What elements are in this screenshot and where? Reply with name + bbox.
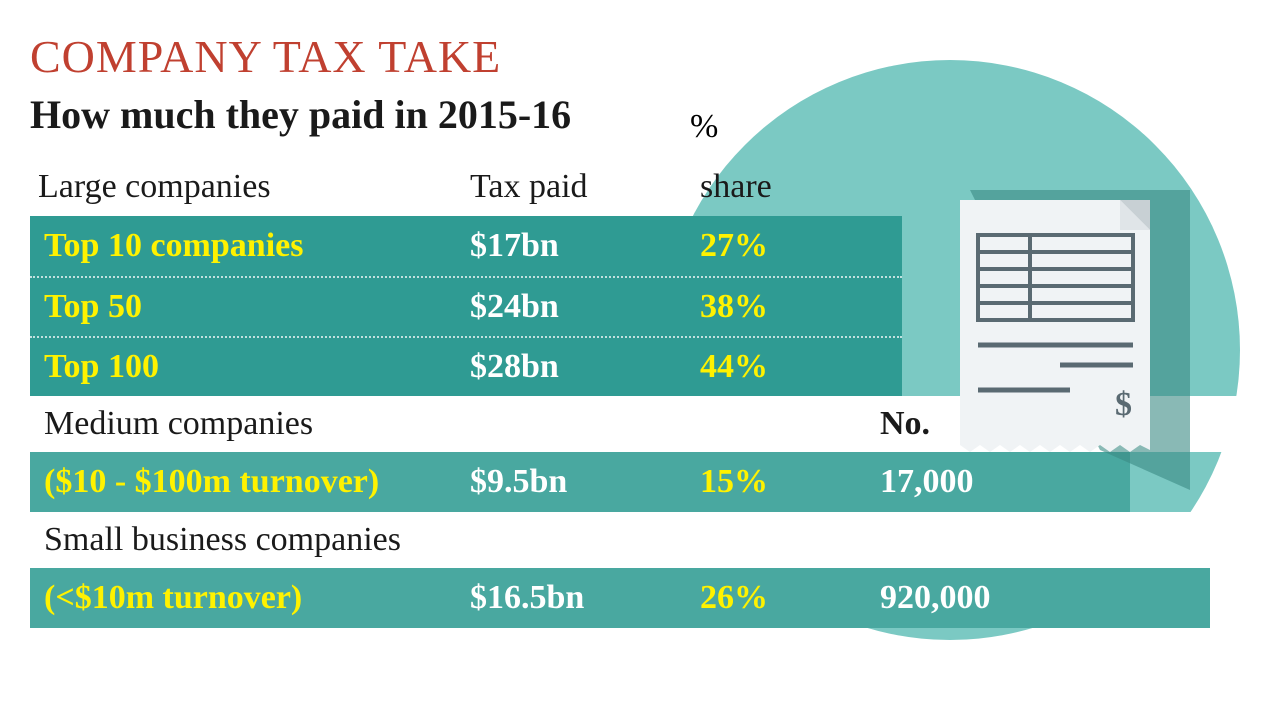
cell-label: Top 50: [30, 288, 470, 326]
cell-tax: $16.5bn: [470, 579, 700, 617]
header-tax: Tax paid: [470, 168, 700, 206]
section-heading-row: Small business companies: [30, 512, 1250, 568]
main-title: COMPANY TAX TAKE: [30, 30, 1250, 83]
cell-tax: $17bn: [470, 227, 700, 265]
subtitle: How much they paid in 2015-16: [30, 91, 1250, 138]
cell-share: 44%: [700, 348, 880, 386]
table-row: (<$10m turnover) $16.5bn 26% 920,000: [30, 568, 1210, 628]
table-row: Top 10 companies $17bn 27%: [30, 216, 902, 276]
small-heading: Small business companies: [30, 521, 630, 559]
receipt-icon: $: [940, 190, 1190, 490]
cell-tax: $28bn: [470, 348, 700, 386]
cell-no: 920,000: [880, 579, 1060, 617]
cell-label: Top 100: [30, 348, 470, 386]
table-row: Top 100 $28bn 44%: [30, 336, 902, 396]
cell-share: 15%: [700, 463, 880, 501]
medium-heading: Medium companies: [30, 405, 470, 443]
cell-share: 26%: [700, 579, 880, 617]
header-category: Large companies: [30, 168, 470, 206]
cell-label: (<$10m turnover): [30, 579, 470, 617]
svg-text:$: $: [1115, 386, 1132, 423]
cell-tax: $9.5bn: [470, 463, 700, 501]
cell-label: ($10 - $100m turnover): [30, 463, 470, 501]
cell-share: 38%: [700, 288, 880, 326]
cell-label: Top 10 companies: [30, 227, 470, 265]
table-row: Top 50 $24bn 38%: [30, 276, 902, 336]
header-share: share: [700, 168, 880, 206]
cell-tax: $24bn: [470, 288, 700, 326]
cell-share: 27%: [700, 227, 880, 265]
